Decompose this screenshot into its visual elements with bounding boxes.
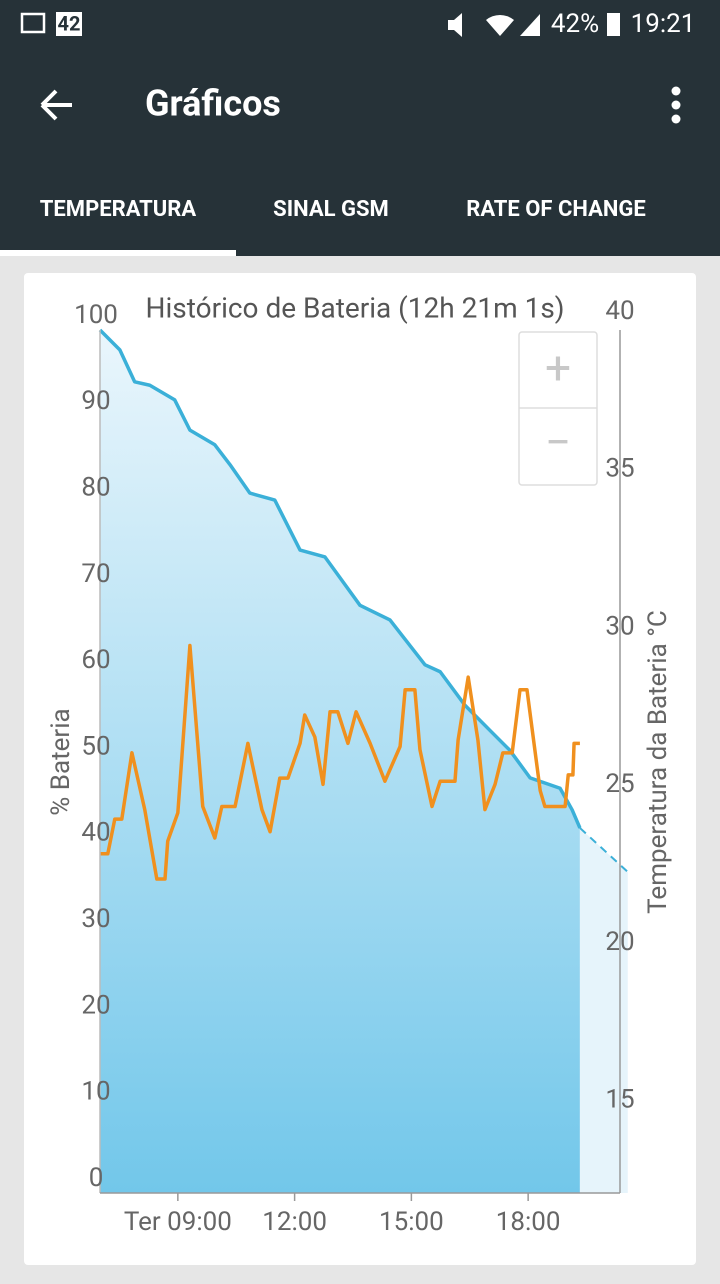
menu-button[interactable] xyxy=(671,86,681,124)
y-tick-label: 100 xyxy=(74,300,118,330)
wifi-icon xyxy=(486,14,514,36)
mute-icon xyxy=(448,13,462,37)
tab[interactable]: RATE OF CHANGE xyxy=(466,197,646,222)
y-tick-label: 0 xyxy=(89,1163,104,1193)
battery-icon xyxy=(607,13,620,36)
signal-icon xyxy=(520,14,540,36)
clock: 19:21 xyxy=(631,9,696,39)
x-tick-label: 12:00 xyxy=(262,1207,327,1237)
gallery-icon xyxy=(20,12,46,34)
x-tick-label: Ter 09:00 xyxy=(124,1207,232,1237)
y-tick-label: 20 xyxy=(81,990,110,1020)
y2-tick-label: 20 xyxy=(605,927,634,957)
y2-tick-label: 35 xyxy=(605,454,634,484)
line xyxy=(98,328,582,829)
x-tick-label: 18:00 xyxy=(496,1207,561,1237)
y2-tick-label: 15 xyxy=(605,1085,634,1115)
y2-axis-label: Temperatura da Bateria °C xyxy=(643,610,673,914)
y-tick-label: 30 xyxy=(81,904,110,934)
area xyxy=(100,330,580,1193)
tab-indicator xyxy=(0,250,236,256)
notif-icon xyxy=(56,12,82,36)
toolbar-title: Gráficos xyxy=(145,83,281,125)
app-bar xyxy=(0,0,720,256)
y2-tick-label: 40 xyxy=(605,296,634,326)
y-tick-label: 50 xyxy=(81,731,110,761)
y-tick-label: 10 xyxy=(81,1077,110,1107)
y2-tick-label: 25 xyxy=(605,769,634,799)
y-tick-label: 60 xyxy=(81,645,110,675)
y-tick-label: 80 xyxy=(81,472,110,502)
x-tick-label: 15:00 xyxy=(379,1207,444,1237)
line xyxy=(100,643,580,881)
zoom-out[interactable]: − xyxy=(545,416,571,470)
y-tick-label: 70 xyxy=(81,559,110,589)
chart-title: Histórico de Bateria (12h 21m 1s) xyxy=(145,291,564,324)
plot: 0 10 20 30 40 50 60 70 80 90 100 15 20 25 30 35 40 Ter 09… xyxy=(74,296,635,1237)
zoom-controls: + − xyxy=(518,331,598,486)
y-tick-label: 40 xyxy=(81,818,110,848)
battery-text: 42% xyxy=(551,9,599,39)
back-button[interactable] xyxy=(40,89,72,121)
tab[interactable]: SINAL GSM xyxy=(273,197,389,222)
y-tick-label: 90 xyxy=(81,386,110,416)
zoom-in[interactable]: + xyxy=(545,342,571,396)
line xyxy=(579,827,629,873)
notification-count: 42 xyxy=(58,11,81,35)
y2-tick-label: 30 xyxy=(605,611,634,641)
area xyxy=(579,827,628,1193)
tab[interactable]: TEMPERATURA xyxy=(40,197,197,222)
y-axis-label: % Bateria xyxy=(46,708,76,815)
